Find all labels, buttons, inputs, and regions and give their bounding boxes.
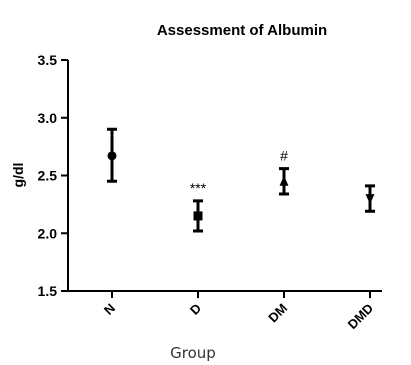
x-axis-label: Group — [170, 344, 216, 362]
y-tick-label: 1.5 — [38, 283, 58, 299]
chart-title: Assessment of Albumin — [157, 22, 327, 39]
y-tick-label: 3.5 — [38, 52, 58, 68]
data-marks: *** # — [107, 127, 375, 233]
marker-triangle-up — [279, 175, 289, 186]
y-tick-label: 2.0 — [38, 225, 58, 241]
significance-label: # — [280, 148, 288, 164]
y-tick-label: 2.5 — [38, 168, 58, 184]
x-tick-label: DM — [265, 301, 290, 326]
significance-label: *** — [190, 180, 207, 196]
data-point-dm: # — [279, 148, 289, 196]
x-tick-label: D — [187, 301, 204, 318]
marker-circle — [107, 151, 117, 161]
marker-triangle-down — [365, 194, 375, 205]
y-axis-label: g/dl — [10, 163, 26, 188]
data-point-dmd — [365, 184, 375, 213]
x-tick-label: DMD — [345, 301, 377, 333]
data-point-d: *** — [190, 180, 207, 233]
y-tick-label: 3.0 — [38, 110, 58, 126]
data-point-n — [107, 127, 117, 183]
marker-square — [193, 211, 203, 221]
x-tick-label: N — [101, 301, 118, 318]
